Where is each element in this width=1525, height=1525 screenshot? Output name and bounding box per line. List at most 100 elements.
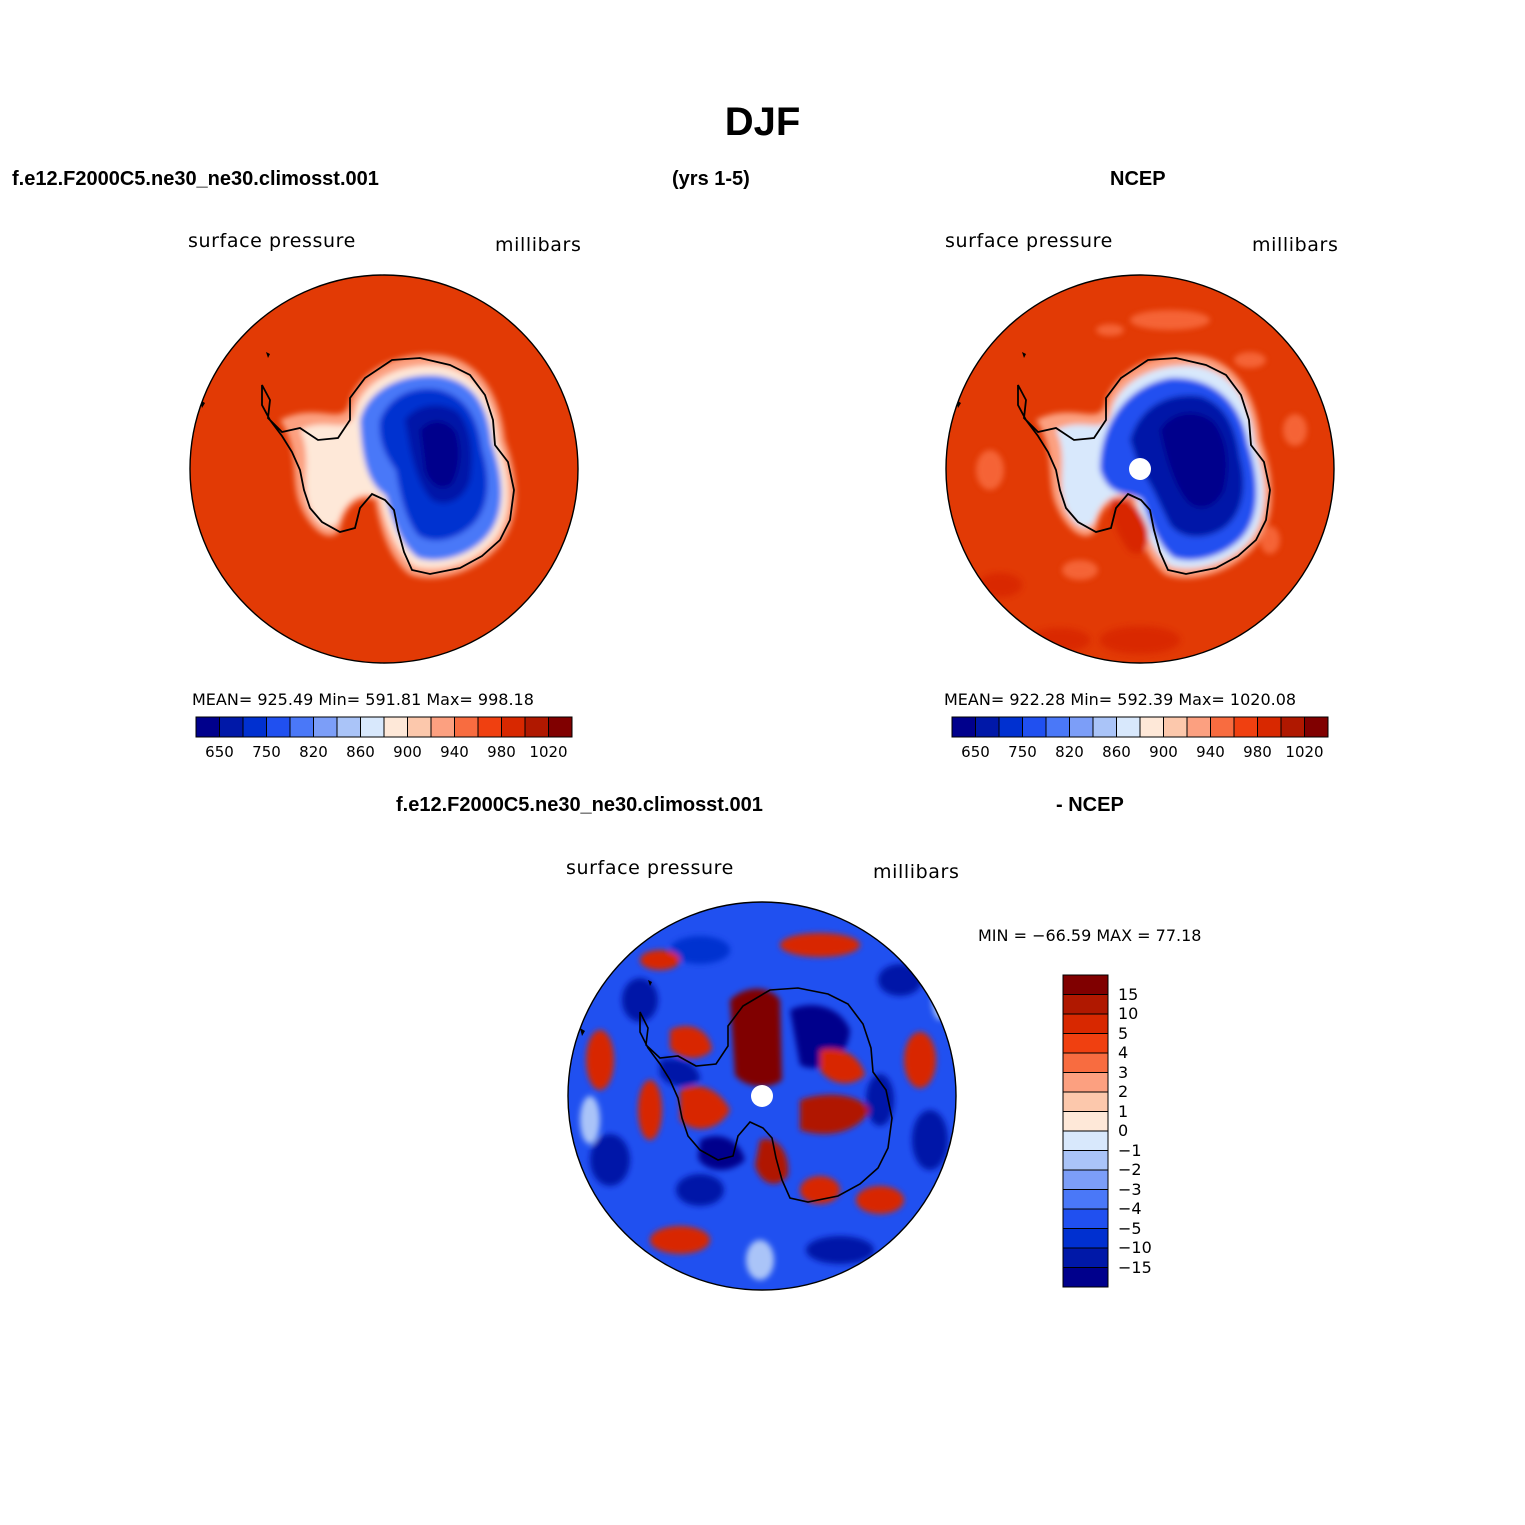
colorbar-swatch	[1257, 716, 1282, 738]
colorbar-swatch	[242, 716, 267, 738]
colorbar-swatch	[1062, 1228, 1109, 1249]
model-units-label: millibars	[495, 234, 582, 256]
colorbar-tick-label: 1020	[1285, 743, 1324, 761]
colorbar-swatch	[1139, 716, 1164, 738]
colorbar-swatch	[524, 716, 549, 738]
colorbar-tick-label: 820	[1055, 743, 1084, 761]
diff-units-label: millibars	[873, 861, 960, 883]
colorbar-tick-label: −3	[1118, 1179, 1142, 1199]
colorbar-swatch	[313, 716, 338, 738]
colorbar-swatch	[1304, 716, 1329, 738]
model-variable-label: surface pressure	[188, 230, 356, 252]
colorbar-swatch	[951, 716, 976, 738]
colorbar-swatch	[430, 716, 455, 738]
colorbar-swatch	[998, 716, 1023, 738]
colorbar-tick-label: 750	[252, 743, 281, 761]
model-colorbar	[195, 716, 573, 738]
colorbar-tick-label: −1	[1118, 1140, 1142, 1160]
colorbar-tick-label: 940	[440, 743, 469, 761]
colorbar-swatch	[1062, 1247, 1109, 1268]
colorbar-swatch	[1062, 1169, 1109, 1190]
colorbar-swatch	[195, 716, 220, 738]
colorbar-swatch	[407, 716, 432, 738]
colorbar-tick-label: 980	[1243, 743, 1272, 761]
colorbar-swatch	[1062, 1013, 1109, 1034]
colorbar-tick-label: 1020	[529, 743, 568, 761]
colorbar-swatch	[1062, 1033, 1109, 1054]
colorbar-swatch	[454, 716, 479, 738]
obs-map	[946, 275, 1334, 663]
colorbar-swatch	[266, 716, 291, 738]
diff-colorbar	[1062, 974, 1109, 1288]
colorbar-tick-label: 750	[1008, 743, 1037, 761]
diff-title-right: - NCEP	[1056, 794, 1124, 816]
colorbar-tick-label: 940	[1196, 743, 1225, 761]
obs-colorbar	[951, 716, 1329, 738]
obs-stats: MEAN= 922.28 Min= 592.39 Max= 1020.08	[944, 690, 1297, 709]
colorbar-tick-label: −4	[1118, 1199, 1142, 1218]
colorbar-swatch	[1163, 716, 1188, 738]
colorbar-swatch	[289, 716, 314, 738]
colorbar-tick-label: −5	[1118, 1218, 1142, 1238]
diff-title-left: f.e12.F2000C5.ne30_ne30.climosst.001	[396, 794, 763, 816]
colorbar-tick-label: 4	[1118, 1043, 1129, 1062]
figure-title: DJF	[724, 100, 801, 144]
colorbar-swatch	[1062, 1189, 1109, 1210]
colorbar-swatch	[1062, 1091, 1109, 1112]
colorbar-swatch	[1062, 1208, 1109, 1229]
colorbar-tick-label: 860	[1102, 743, 1131, 761]
colorbar-tick-label: −15	[1118, 1257, 1152, 1277]
colorbar-swatch	[336, 716, 361, 738]
colorbar-tick-label: 980	[487, 743, 516, 761]
colorbar-swatch	[1233, 716, 1258, 738]
years-label: (yrs 1-5)	[672, 168, 750, 190]
obs-variable-label: surface pressure	[945, 230, 1113, 252]
colorbar-swatch	[1062, 974, 1109, 995]
colorbar-swatch	[548, 716, 573, 738]
colorbar-swatch	[1116, 716, 1141, 738]
colorbar-tick-label: 860	[346, 743, 375, 761]
colorbar-swatch	[1069, 716, 1094, 738]
colorbar-tick-label: 2	[1118, 1082, 1129, 1101]
colorbar-swatch	[1062, 1267, 1109, 1288]
colorbar-tick-label: 3	[1118, 1062, 1129, 1082]
colorbar-tick-label: 10	[1118, 1004, 1139, 1023]
colorbar-swatch	[975, 716, 1000, 738]
obs-label: NCEP	[1110, 168, 1166, 190]
colorbar-swatch	[383, 716, 408, 738]
colorbar-tick-label: 0	[1118, 1121, 1129, 1140]
diff-variable-label: surface pressure	[566, 857, 734, 879]
colorbar-swatch	[1210, 716, 1235, 738]
colorbar-tick-label: 5	[1118, 1023, 1129, 1043]
colorbar-swatch	[1062, 1150, 1109, 1171]
diff-map	[568, 902, 956, 1290]
colorbar-swatch	[1186, 716, 1211, 738]
colorbar-tick-label: 820	[299, 743, 328, 761]
colorbar-swatch	[477, 716, 502, 738]
colorbar-swatch	[1022, 716, 1047, 738]
obs-units-label: millibars	[1252, 234, 1339, 256]
colorbar-tick-label: 650	[205, 743, 234, 761]
colorbar-tick-label: 15	[1118, 984, 1139, 1004]
colorbar-tick-label: 900	[1149, 743, 1178, 761]
colorbar-swatch	[1280, 716, 1305, 738]
colorbar-swatch	[1062, 1052, 1109, 1073]
colorbar-swatch	[1092, 716, 1117, 738]
colorbar-swatch	[1062, 1072, 1109, 1093]
colorbar-tick-label: 900	[393, 743, 422, 761]
colorbar-swatch	[219, 716, 244, 738]
colorbar-tick-label: −10	[1118, 1238, 1152, 1257]
colorbar-swatch	[1045, 716, 1070, 738]
model-stats: MEAN= 925.49 Min= 591.81 Max= 998.18	[192, 690, 534, 709]
colorbar-swatch	[1062, 1130, 1109, 1151]
colorbar-swatch	[1062, 1111, 1109, 1132]
colorbar-swatch	[1062, 994, 1109, 1015]
colorbar-tick-label: −2	[1118, 1160, 1142, 1179]
diff-stats: MIN = −66.59 MAX = 77.18	[978, 926, 1202, 945]
model-map	[190, 275, 578, 663]
colorbar-swatch	[360, 716, 385, 738]
colorbar-tick-label: 650	[961, 743, 990, 761]
case-name: f.e12.F2000C5.ne30_ne30.climosst.001	[12, 168, 379, 190]
colorbar-tick-label: 1	[1118, 1101, 1129, 1121]
